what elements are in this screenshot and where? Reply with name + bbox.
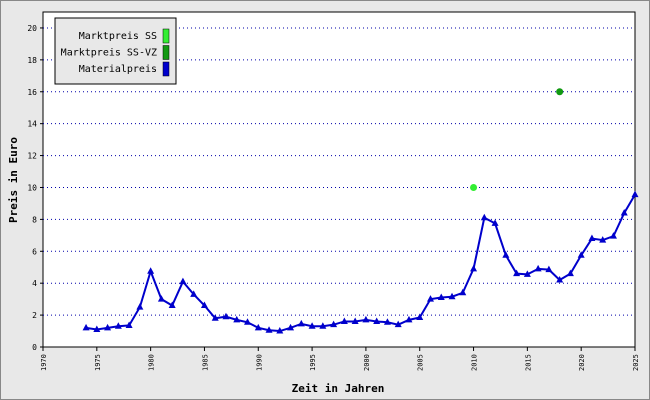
legend-swatch	[162, 61, 170, 77]
y-axis-title: Preis in Euro	[7, 137, 20, 223]
data-point	[222, 312, 230, 320]
y-tick-label: 6	[32, 247, 37, 256]
x-tick-label: 1990	[255, 354, 263, 371]
data-point	[190, 290, 198, 297]
x-tick-label: 2005	[417, 354, 425, 371]
data-point	[114, 322, 122, 329]
x-tick-label: 2000	[363, 354, 371, 371]
data-point	[265, 326, 273, 333]
data-point	[523, 270, 531, 277]
legend-label: Materialpreis	[79, 64, 157, 75]
data-point	[416, 313, 424, 320]
data-point	[383, 318, 391, 325]
data-point	[599, 236, 607, 243]
x-tick-label: 1975	[94, 354, 102, 371]
legend-swatch	[162, 45, 170, 60]
data-point	[136, 303, 144, 310]
data-point	[244, 318, 252, 325]
data-point	[211, 314, 219, 321]
data-point	[319, 322, 327, 329]
legend-box	[54, 17, 177, 85]
data-point	[426, 295, 434, 302]
legend-label: Marktpreis SS-VZ	[61, 48, 157, 59]
y-tick-label: 14	[27, 120, 37, 129]
data-point	[470, 264, 478, 272]
data-point	[491, 219, 499, 226]
x-tick-label: 2010	[471, 354, 479, 371]
x-tick-label: 2025	[632, 354, 640, 371]
y-tick-label: 4	[32, 279, 37, 288]
data-point	[168, 301, 176, 309]
data-point	[157, 295, 165, 302]
x-tick-label: 1995	[309, 354, 317, 371]
data-point	[179, 277, 187, 285]
legend-swatch	[162, 28, 170, 44]
y-tick-label: 0	[32, 343, 37, 352]
data-point	[448, 292, 456, 300]
legend-label: Marktpreis SS	[79, 31, 157, 42]
data-point	[373, 317, 381, 324]
data-point	[330, 320, 338, 328]
data-point	[556, 88, 564, 96]
data-point	[82, 323, 90, 331]
data-point	[502, 251, 510, 258]
x-tick-label: 2015	[524, 354, 532, 371]
data-point	[631, 190, 639, 198]
y-tick-label: 12	[27, 152, 37, 161]
series-line	[85, 194, 636, 333]
data-point	[297, 319, 305, 327]
data-point	[200, 301, 208, 309]
data-point	[276, 327, 284, 334]
data-point	[609, 232, 617, 239]
data-point	[308, 322, 316, 329]
data-point	[480, 213, 488, 221]
data-point	[362, 315, 370, 323]
x-tick-label: 1980	[148, 354, 156, 371]
data-point	[233, 315, 241, 323]
data-point	[470, 183, 478, 191]
data-point	[566, 269, 574, 277]
x-tick-label: 1970	[40, 354, 48, 371]
y-tick-label: 10	[27, 183, 37, 192]
data-point	[459, 288, 467, 296]
data-point	[437, 293, 445, 301]
y-tick-label: 20	[27, 24, 37, 33]
data-point	[405, 315, 413, 323]
y-tick-label: 18	[27, 56, 37, 65]
data-point	[351, 317, 359, 324]
data-point	[577, 251, 585, 258]
data-point	[620, 209, 628, 216]
data-point	[588, 234, 596, 242]
data-point	[104, 323, 112, 331]
data-point	[254, 323, 262, 331]
x-tick-label: 2020	[578, 354, 586, 371]
data-point	[287, 323, 295, 331]
data-point	[545, 265, 553, 273]
data-point	[125, 321, 133, 328]
data-point	[147, 267, 155, 274]
x-axis-title: Zeit in Jahren	[292, 382, 385, 395]
x-tick-label: 1985	[201, 354, 209, 371]
y-tick-label: 16	[27, 88, 37, 97]
data-point	[513, 269, 521, 277]
data-point	[556, 276, 564, 283]
data-point	[534, 264, 542, 272]
y-tick-label: 8	[32, 215, 37, 224]
data-point	[394, 320, 402, 328]
y-tick-label: 2	[32, 311, 37, 320]
data-point	[340, 317, 348, 324]
data-point	[93, 325, 101, 332]
